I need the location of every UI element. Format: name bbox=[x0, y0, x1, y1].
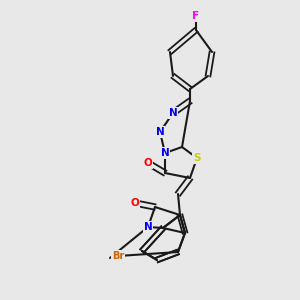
Text: N: N bbox=[156, 127, 164, 137]
Text: S: S bbox=[193, 153, 201, 163]
Text: O: O bbox=[130, 198, 140, 208]
Text: N: N bbox=[169, 108, 177, 118]
Text: N: N bbox=[160, 148, 169, 158]
Text: F: F bbox=[192, 11, 200, 21]
Text: O: O bbox=[144, 158, 152, 168]
Text: N: N bbox=[144, 222, 152, 232]
Text: Br: Br bbox=[112, 251, 124, 261]
